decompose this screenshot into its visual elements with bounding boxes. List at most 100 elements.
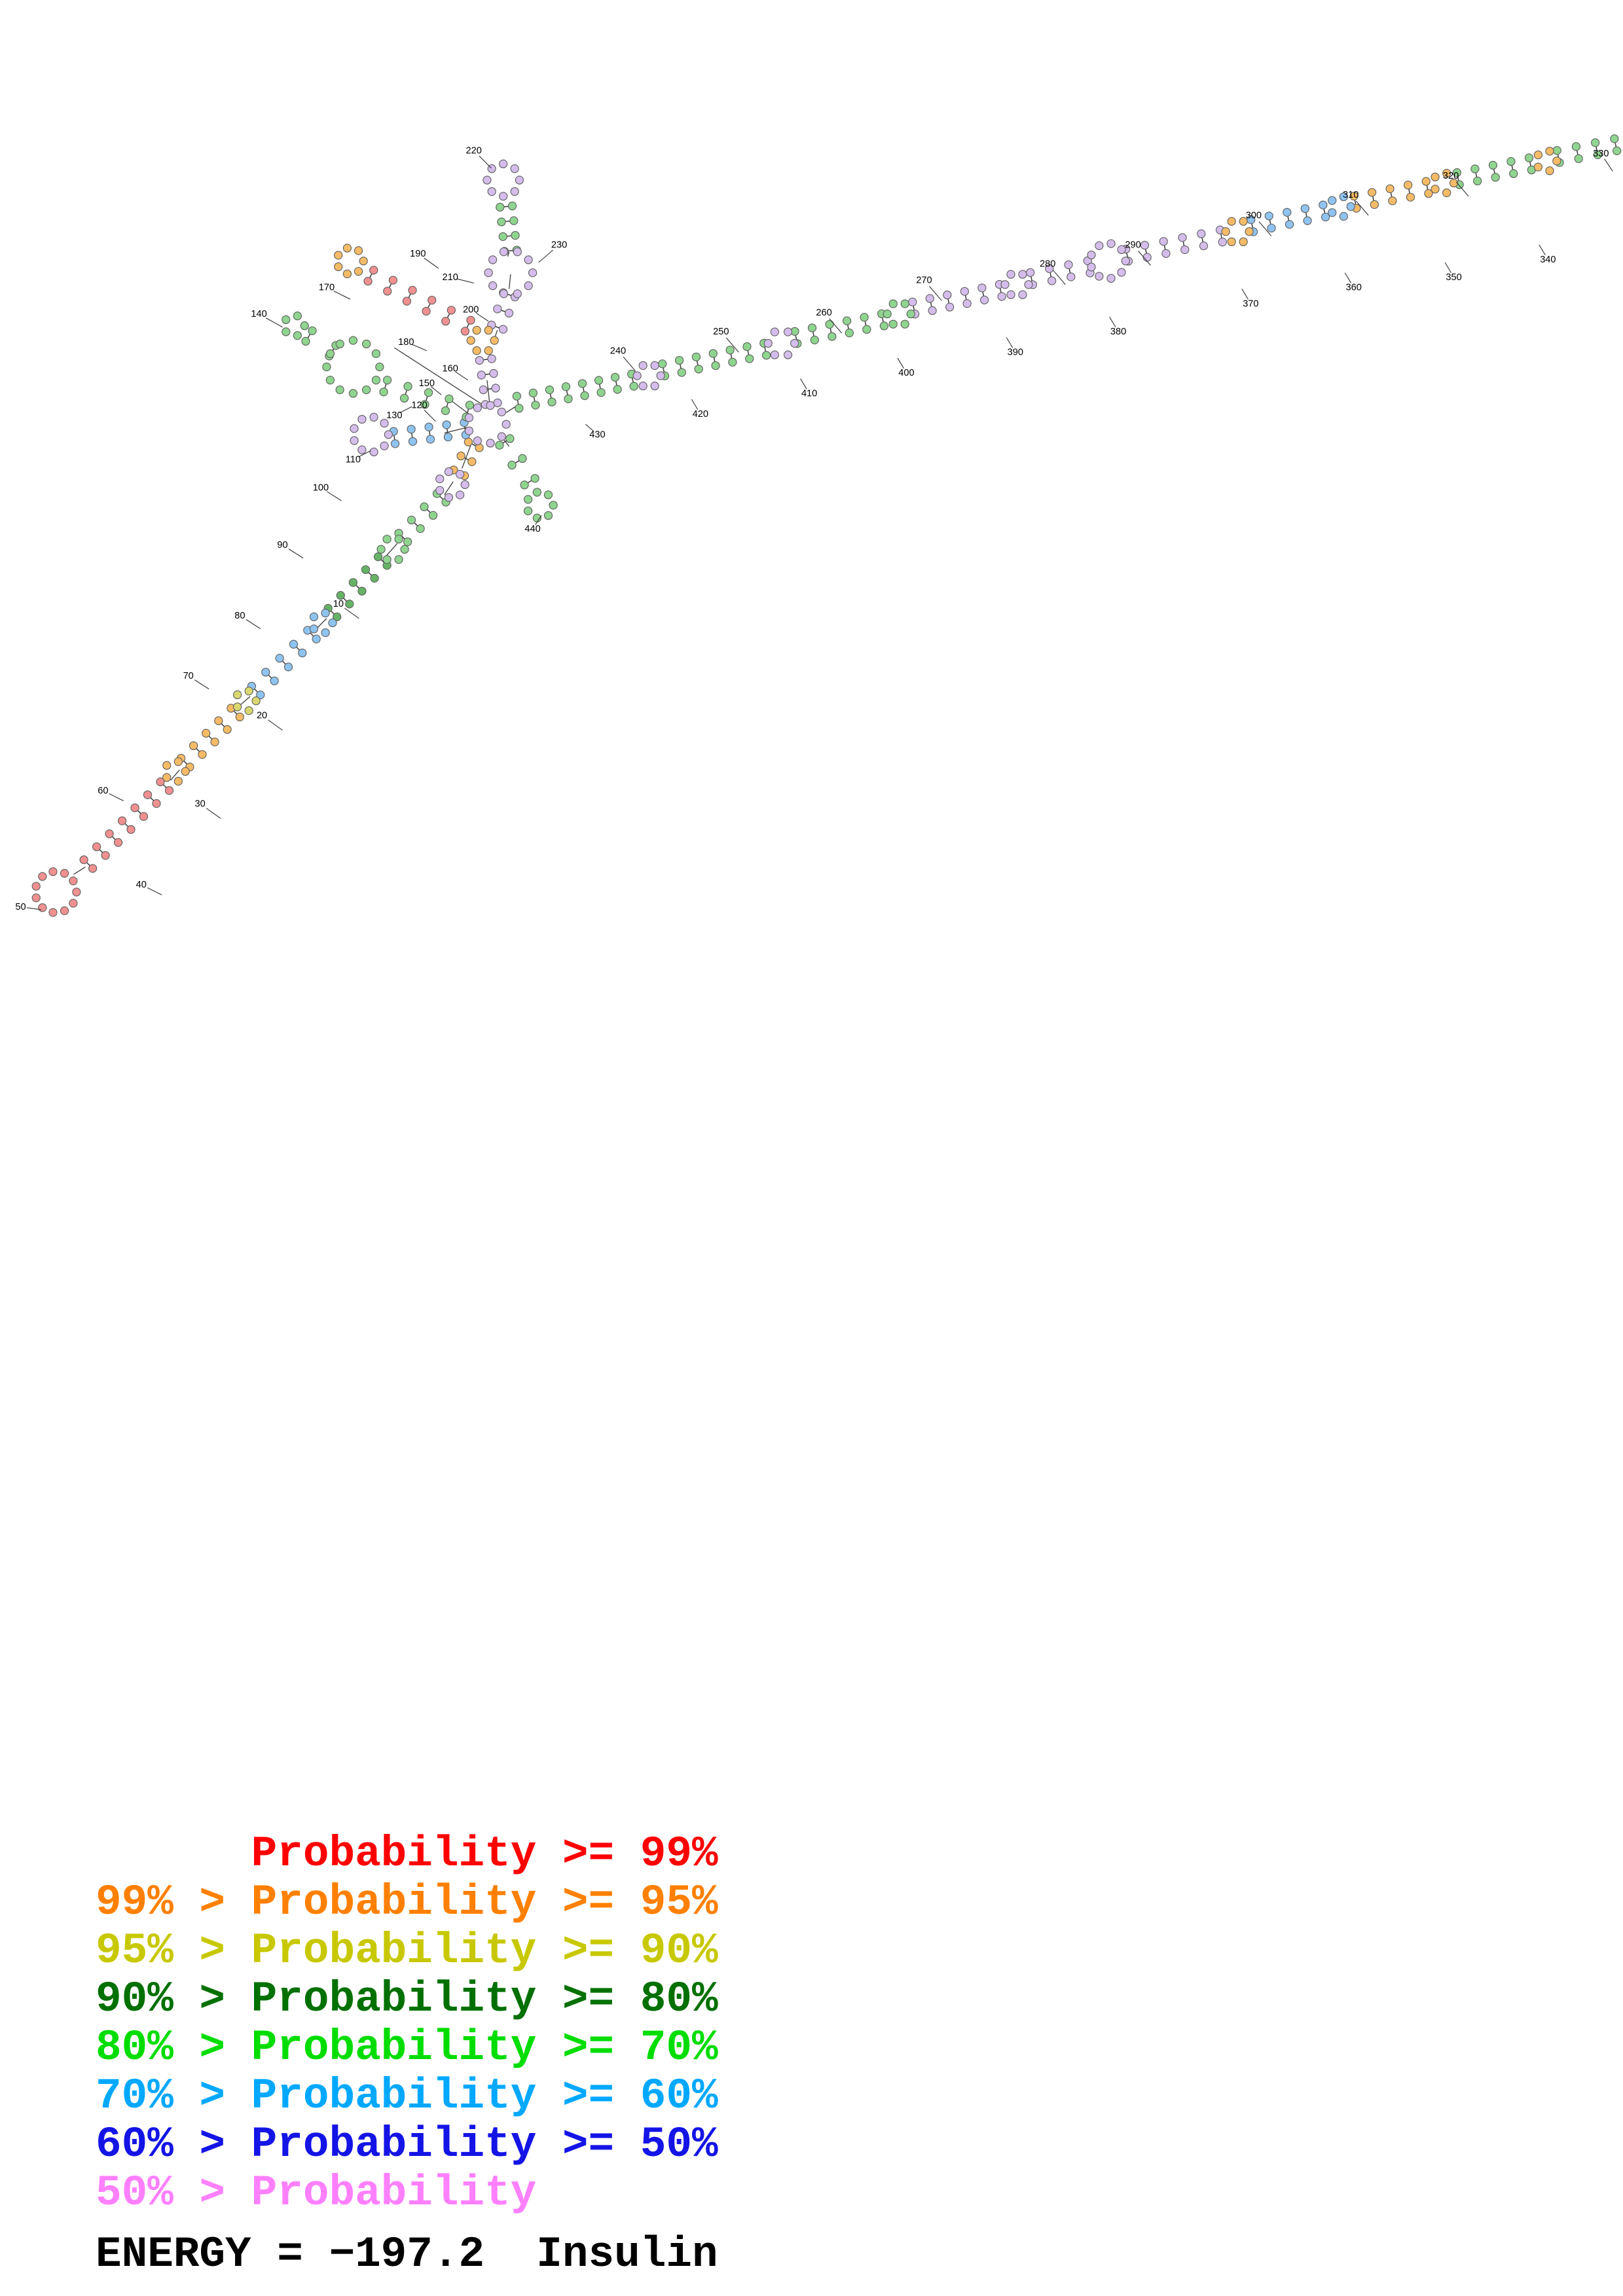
backbone-link xyxy=(444,427,468,434)
nucleotide-dot xyxy=(342,269,352,279)
nucleotide-dot xyxy=(363,276,373,286)
nucleotide-dot xyxy=(456,452,465,461)
nucleotide-dot xyxy=(223,725,232,734)
nucleotide-dot xyxy=(1593,150,1603,160)
label-tick xyxy=(623,356,636,372)
nucleotide-dot xyxy=(629,382,638,391)
nucleotide-dot xyxy=(105,829,114,838)
nucleotide-dot xyxy=(1161,249,1171,258)
label-tick xyxy=(431,386,442,395)
nucleotide-dot xyxy=(361,385,371,395)
nucleotide-dot xyxy=(464,426,474,435)
nucleotide-dot xyxy=(300,321,309,331)
nucleotide-dot xyxy=(156,777,165,787)
nucleotide-dot xyxy=(1300,204,1309,213)
nucleotide-dot xyxy=(460,327,470,336)
position-label: 420 xyxy=(693,409,708,420)
nucleotide-dot xyxy=(1018,270,1027,279)
nucleotide-dot xyxy=(510,164,519,173)
nucleotide-dot xyxy=(505,434,515,443)
label-tick xyxy=(344,607,359,619)
nucleotide-dot xyxy=(1117,245,1126,255)
nucleotide-dot xyxy=(962,299,972,308)
nucleotide-dot xyxy=(152,798,161,808)
nucleotide-dot xyxy=(1159,237,1168,246)
nucleotide-dot xyxy=(1533,151,1543,160)
nucleotide-dot xyxy=(162,773,172,782)
nucleotide-dot xyxy=(1025,268,1035,278)
nucleotide-dot xyxy=(486,439,495,448)
nucleotide-dot xyxy=(783,327,793,336)
position-label: 170 xyxy=(319,283,335,293)
nucleotide-dot xyxy=(1473,176,1482,186)
nucleotide-dot xyxy=(745,354,754,363)
nucleotide-dot xyxy=(528,388,538,398)
nucleotide-dot xyxy=(564,394,573,403)
nucleotide-dot xyxy=(69,899,78,908)
nucleotide-dot xyxy=(1321,212,1330,222)
nucleotide-dot xyxy=(444,467,454,476)
backbone-link xyxy=(507,252,510,257)
nucleotide-dot xyxy=(908,297,917,307)
position-label: 330 xyxy=(1593,149,1609,159)
label-tick xyxy=(424,410,436,422)
backbone-link xyxy=(73,867,86,875)
nucleotide-dot xyxy=(1339,211,1348,221)
nucleotide-dot xyxy=(549,501,558,510)
nucleotide-dot xyxy=(770,327,779,336)
nucleotide-dot xyxy=(493,398,502,408)
nucleotide-dot xyxy=(1370,200,1379,209)
nucleotide-dot xyxy=(1106,274,1116,283)
nucleotide-dot xyxy=(928,306,937,315)
nucleotide-dot xyxy=(1064,260,1073,270)
nucleotide-dot xyxy=(232,690,242,700)
nucleotide-dot xyxy=(1385,184,1395,193)
nucleotide-dot xyxy=(181,767,190,776)
nucleotide-dot xyxy=(298,649,307,658)
nucleotide-dot xyxy=(445,394,454,404)
nucleotide-dot xyxy=(530,474,539,483)
nucleotide-dot xyxy=(1117,268,1126,277)
nucleotide-dot xyxy=(402,296,412,306)
nucleotide-dot xyxy=(345,600,354,609)
nucleotide-dot xyxy=(580,391,589,401)
nucleotide-dot xyxy=(270,676,279,685)
nucleotide-dot xyxy=(399,393,409,403)
nucleotide-dot xyxy=(282,327,291,336)
nucleotide-dot xyxy=(1328,208,1337,217)
nucleotide-dot xyxy=(1047,276,1057,285)
nucleotide-dot xyxy=(232,702,242,711)
position-label: 60 xyxy=(98,785,108,796)
nucleotide-dot xyxy=(532,488,541,497)
nucleotide-dot xyxy=(997,292,1006,301)
nucleotide-dot xyxy=(1227,217,1236,226)
nucleotide-dot xyxy=(1452,168,1462,177)
nucleotide-dot xyxy=(1552,146,1561,155)
nucleotide-dot xyxy=(531,401,540,410)
nucleotide-dot xyxy=(322,362,331,372)
nucleotide-dot xyxy=(1552,156,1561,166)
position-label: 20 xyxy=(257,711,267,721)
nucleotide-dot xyxy=(596,388,606,397)
nucleotide-dot xyxy=(79,855,88,865)
nucleotide-dot xyxy=(770,350,779,359)
nucleotide-dot xyxy=(407,515,416,525)
nucleotide-dot xyxy=(403,382,412,391)
nucleotide-dot xyxy=(1018,290,1027,299)
nucleotide-dot xyxy=(321,609,330,618)
nucleotide-dot xyxy=(1319,200,1328,209)
position-label: 150 xyxy=(419,378,435,389)
nucleotide-dot xyxy=(1245,227,1254,236)
nucleotide-dot xyxy=(513,289,522,298)
nucleotide-dot xyxy=(72,888,81,897)
nucleotide-dot xyxy=(728,357,737,367)
nucleotide-dot xyxy=(394,555,403,564)
nucleotide-dot xyxy=(742,342,752,351)
nucleotide-dot xyxy=(520,480,529,490)
backbone-link xyxy=(444,481,454,495)
nucleotide-dot xyxy=(384,430,393,439)
nucleotide-dot xyxy=(369,412,378,422)
position-label: 210 xyxy=(443,272,458,283)
label-tick xyxy=(327,491,342,501)
